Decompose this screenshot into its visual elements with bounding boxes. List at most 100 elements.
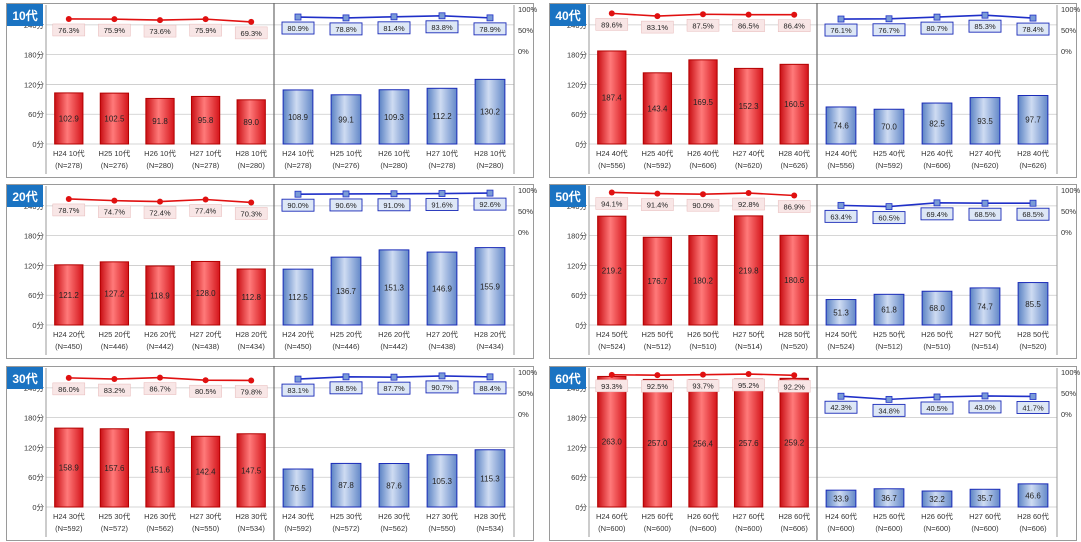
pct-label-box: [686, 19, 720, 32]
pct-marker: [745, 190, 752, 197]
x-tick-label: H26 50代: [687, 329, 719, 339]
x-tick-sublabel: (N=278): [284, 161, 312, 170]
pct-label-box: [968, 207, 1002, 221]
x-tick-sublabel: (N=438): [428, 342, 456, 351]
x-tick-label: H24 40代: [596, 148, 628, 158]
x-tick-sublabel: (N=600): [644, 524, 672, 533]
pct-label: 86.0%: [58, 385, 80, 394]
pct-label: 95.2%: [738, 381, 760, 390]
age-badge-label: 40代: [555, 8, 580, 23]
y2-tick-label: 50%: [518, 389, 533, 398]
x-tick-label: H27 10代: [426, 148, 458, 158]
pct-label-box: [189, 384, 222, 398]
pct-label: 68.5%: [1022, 210, 1044, 219]
x-tick-label: H25 10代: [330, 148, 362, 158]
pct-label: 92.2%: [784, 382, 806, 391]
y-tick-label: 180分: [567, 51, 588, 60]
bar-value-label: 46.6: [1025, 491, 1041, 500]
x-tick-label: H28 20代: [474, 329, 506, 339]
pct-label: 83.1%: [647, 23, 669, 32]
y2-tick-label: 0%: [518, 47, 529, 56]
pct-label-box: [732, 197, 765, 211]
x-tick-sublabel: (N=534): [238, 524, 266, 533]
x-tick-label: H24 10代: [282, 148, 314, 158]
bar: [282, 89, 314, 145]
x-tick-label: H24 40代: [825, 148, 857, 158]
x-tick-sublabel: (N=512): [875, 342, 903, 351]
y-tick-label: 0分: [575, 321, 587, 330]
bar: [1017, 282, 1049, 326]
x-tick-label: H27 60代: [733, 511, 765, 521]
bar: [54, 427, 84, 508]
pct-label-box: [473, 381, 507, 395]
x-tick-sublabel: (N=556): [827, 161, 855, 170]
bar-value-label: 35.7: [977, 494, 993, 503]
bar-value-label: 82.5: [929, 120, 945, 129]
bar: [733, 215, 764, 326]
y-tick-label: 0分: [32, 321, 44, 330]
pct-label: 86.7%: [149, 385, 171, 394]
bar: [426, 87, 458, 145]
bar-value-label: 89.0: [243, 118, 259, 127]
pct-marker: [885, 203, 893, 210]
bar-value-label: 219.2: [602, 267, 623, 276]
y2-tick-label: 100%: [1061, 186, 1081, 195]
bar-value-label: 109.3: [384, 113, 405, 122]
pct-label: 34.8%: [878, 406, 900, 415]
y-tick-label: 0分: [575, 140, 587, 149]
pct-label-box: [98, 383, 131, 397]
x-tick-sublabel: (N=550): [192, 524, 220, 533]
x-tick-sublabel: (N=626): [781, 161, 809, 170]
bar-value-label: 115.3: [480, 474, 500, 483]
x-tick-label: H25 30代: [330, 511, 362, 521]
x-tick-label: H24 60代: [596, 511, 628, 521]
pct-marker: [837, 392, 845, 400]
y2-tick-label: 50%: [1061, 389, 1076, 398]
x-tick-sublabel: (N=280): [238, 161, 266, 170]
pct-label: 79.8%: [241, 387, 263, 396]
y2-tick-label: 100%: [518, 186, 538, 195]
bar-value-label: 102.5: [104, 115, 125, 124]
pct-marker: [294, 375, 302, 383]
y-tick-label: 120分: [24, 80, 45, 89]
x-tick-sublabel: (N=520): [1019, 342, 1047, 351]
bar: [426, 251, 458, 326]
x-tick-sublabel: (N=592): [55, 524, 83, 533]
y2-tick-label: 50%: [1061, 207, 1076, 216]
pct-label-box: [143, 24, 177, 38]
pct-marker: [248, 18, 255, 25]
bar: [190, 95, 221, 145]
bar: [688, 59, 718, 145]
bar: [1017, 94, 1049, 145]
pct-label-box: [473, 22, 507, 36]
pct-label: 86.9%: [784, 203, 806, 212]
pct-label: 90.0%: [287, 201, 309, 210]
pct-marker: [654, 13, 661, 20]
bar: [873, 488, 905, 508]
x-tick-sublabel: (N=550): [428, 524, 456, 533]
bar-value-label: 151.6: [150, 465, 171, 474]
pct-marker: [390, 13, 398, 21]
bar-value-label: 97.7: [1025, 116, 1041, 125]
pct-label-box: [234, 207, 268, 220]
bar: [825, 299, 857, 326]
x-tick-sublabel: (N=450): [55, 342, 83, 351]
y2-tick-label: 100%: [518, 368, 538, 377]
pct-label-box: [1016, 207, 1050, 221]
pct-label: 78.9%: [479, 25, 501, 34]
bar: [474, 78, 506, 145]
bar-value-label: 61.8: [881, 306, 897, 315]
bar: [330, 462, 362, 508]
x-tick-sublabel: (N=600): [875, 524, 903, 533]
pct-label: 93.7%: [692, 382, 714, 391]
pct-label-box: [824, 23, 858, 37]
pct-label-box: [473, 197, 507, 211]
x-tick-sublabel: (N=556): [598, 161, 626, 170]
bar: [378, 89, 410, 145]
pct-marker: [700, 11, 706, 18]
pct-marker: [933, 13, 941, 21]
x-tick-sublabel: (N=600): [598, 524, 626, 533]
x-tick-label: H25 30代: [99, 511, 131, 521]
